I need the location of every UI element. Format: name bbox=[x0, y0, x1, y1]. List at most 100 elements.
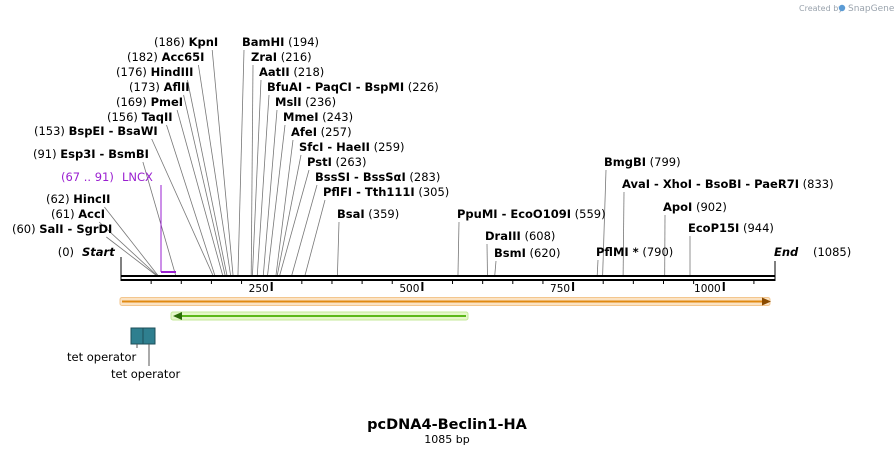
site-label[interactable]: BssSI - BssSαI (283) bbox=[315, 170, 440, 184]
ruler-ticks: 250 500 750 1000 bbox=[150, 281, 755, 295]
sequence-backbone bbox=[120, 257, 776, 281]
site-label[interactable]: (153) BspEI - BsaWI bbox=[34, 124, 158, 138]
site-msli[interactable]: MslI (236) bbox=[275, 95, 336, 109]
site-label[interactable]: (169) PmeI bbox=[116, 95, 183, 109]
site-avai[interactable]: AvaI - XhoI - BsoBI - PaeR7I (833) bbox=[622, 177, 834, 191]
site-label[interactable]: BsmI (620) bbox=[494, 246, 560, 260]
site-apoi[interactable]: ApoI (902) bbox=[663, 200, 727, 214]
site-position: (243) bbox=[319, 110, 354, 124]
site-label[interactable]: (176) HindIII bbox=[116, 65, 193, 79]
enzyme-name: AccI bbox=[78, 207, 105, 221]
site-aflii[interactable]: (173) AflII bbox=[129, 80, 190, 94]
start-position: (0) bbox=[58, 245, 74, 259]
enzyme-name: SfcI bbox=[299, 140, 323, 154]
enzyme-name: BsmI bbox=[494, 246, 526, 260]
site-label[interactable]: (62) HincII bbox=[46, 192, 110, 206]
site-ppumi[interactable]: PpuMI - EcoO109I (559) bbox=[457, 207, 606, 221]
site-separator: - bbox=[692, 177, 705, 191]
site-label[interactable]: BfuAI - PaqCI - BspMI (226) bbox=[267, 80, 439, 94]
site-sfci[interactable]: SfcI - HaeII (259) bbox=[299, 140, 405, 154]
site-aatii[interactable]: AatII (218) bbox=[259, 65, 324, 79]
enzyme-name: XhoI bbox=[663, 177, 692, 191]
site-bsai[interactable]: BsaI (359) bbox=[337, 207, 399, 221]
site-label[interactable]: EcoP15I (944) bbox=[688, 221, 774, 235]
site-separator: - bbox=[323, 140, 336, 154]
site-bsmi[interactable]: BsmI (620) bbox=[494, 246, 560, 260]
site-bamhi[interactable]: BamHI (194) bbox=[242, 35, 319, 49]
site-bmgbi[interactable]: BmgBI (799) bbox=[604, 155, 681, 169]
site-label[interactable]: DraIII (608) bbox=[485, 229, 555, 243]
site-acci[interactable]: (61) AccI bbox=[51, 207, 105, 221]
site-kpni[interactable]: (186) KpnI bbox=[154, 35, 218, 49]
site-label[interactable]: PflFI - Tth111I (305) bbox=[323, 185, 449, 199]
site-leader bbox=[457, 221, 460, 277]
site-position: (305) bbox=[415, 185, 450, 199]
site-leader-lines bbox=[98, 49, 691, 277]
site-label[interactable]: PflMI * (790) bbox=[596, 245, 673, 259]
site-afei[interactable]: AfeI (257) bbox=[291, 125, 352, 139]
site-mmei[interactable]: MmeI (243) bbox=[283, 110, 353, 124]
site-hindiii[interactable]: (176) HindIII bbox=[116, 65, 193, 79]
site-label[interactable]: (60) SalI - SgrDI bbox=[12, 222, 112, 236]
site-label[interactable]: ApoI (902) bbox=[663, 200, 727, 214]
site-sali[interactable]: (60) SalI - SgrDI bbox=[12, 222, 112, 236]
site-label[interactable]: (182) Acc65I bbox=[127, 50, 204, 64]
lncx-range: (67 .. 91) bbox=[61, 170, 114, 184]
site-pflmi[interactable]: PflMI * (790) bbox=[596, 245, 673, 259]
site-position: (790) bbox=[639, 245, 674, 259]
site-label[interactable]: MslI (236) bbox=[275, 95, 336, 109]
site-label[interactable]: AvaI - XhoI - BsoBI - PaeR7I (833) bbox=[622, 177, 834, 191]
lncx-label: (67 .. 91) LNCX bbox=[61, 170, 176, 273]
start-label: (0) Start bbox=[58, 245, 116, 259]
site-esp3i[interactable]: (91) Esp3I - BsmBI bbox=[33, 147, 149, 161]
enzyme-name: ApoI bbox=[663, 200, 692, 214]
tet-operator-label-2: tet operator bbox=[111, 367, 180, 381]
site-pflfi[interactable]: PflFI - Tth111I (305) bbox=[323, 185, 449, 199]
site-bsssi[interactable]: BssSI - BssSαI (283) bbox=[315, 170, 440, 184]
site-label[interactable]: AatII (218) bbox=[259, 65, 324, 79]
enzyme-name: AflII bbox=[164, 80, 190, 94]
site-taqii[interactable]: (156) TaqII bbox=[107, 110, 173, 124]
enzyme-name: ZraI bbox=[251, 50, 277, 64]
site-label[interactable]: AfeI (257) bbox=[291, 125, 352, 139]
site-leader bbox=[494, 260, 497, 277]
site-pmei[interactable]: (169) PmeI bbox=[116, 95, 183, 109]
site-label[interactable]: BmgBI (799) bbox=[604, 155, 681, 169]
site-separator: - bbox=[498, 207, 511, 221]
site-position: (176) bbox=[116, 65, 151, 79]
site-position: (62) bbox=[46, 192, 73, 206]
site-label[interactable]: MmeI (243) bbox=[283, 110, 353, 124]
site-label[interactable]: (156) TaqII bbox=[107, 110, 173, 124]
site-leader bbox=[596, 259, 599, 277]
site-draiii[interactable]: DraIII (608) bbox=[485, 229, 555, 243]
tick-label: 250 bbox=[249, 283, 269, 295]
site-label[interactable]: PpuMI - EcoO109I (559) bbox=[457, 207, 606, 221]
site-label[interactable]: (173) AflII bbox=[129, 80, 190, 94]
site-label[interactable]: ZraI (216) bbox=[251, 50, 312, 64]
site-label[interactable]: (91) Esp3I - BsmBI bbox=[33, 147, 149, 161]
site-position: (263) bbox=[332, 155, 367, 169]
enzyme-name: PflFI bbox=[323, 185, 352, 199]
site-psti[interactable]: PstI (263) bbox=[307, 155, 366, 169]
enzyme-name: PstI bbox=[307, 155, 332, 169]
site-label[interactable]: BamHI (194) bbox=[242, 35, 319, 49]
site-position: (559) bbox=[571, 207, 606, 221]
tick-label: 1000 bbox=[694, 283, 721, 295]
enzyme-name: BssSI bbox=[315, 170, 350, 184]
site-label[interactable]: SfcI - HaeII (259) bbox=[299, 140, 405, 154]
site-leader bbox=[106, 236, 158, 277]
site-acc65i[interactable]: (182) Acc65I bbox=[127, 50, 204, 64]
site-bfuai[interactable]: BfuAI - PaqCI - BspMI (226) bbox=[267, 80, 439, 94]
site-zrai[interactable]: ZraI (216) bbox=[251, 50, 312, 64]
site-ecop15i[interactable]: EcoP15I (944) bbox=[688, 221, 774, 235]
site-separator: - bbox=[650, 177, 663, 191]
site-bspei[interactable]: (153) BspEI - BsaWI bbox=[34, 124, 158, 138]
site-label[interactable]: PstI (263) bbox=[307, 155, 366, 169]
tet-operator-box-1 bbox=[130, 327, 144, 345]
site-label[interactable]: BsaI (359) bbox=[337, 207, 399, 221]
site-label[interactable]: (186) KpnI bbox=[154, 35, 218, 49]
site-label[interactable]: (61) AccI bbox=[51, 207, 105, 221]
site-position: (60) bbox=[12, 222, 39, 236]
site-leader bbox=[256, 94, 270, 277]
site-hincii[interactable]: (62) HincII bbox=[46, 192, 110, 206]
